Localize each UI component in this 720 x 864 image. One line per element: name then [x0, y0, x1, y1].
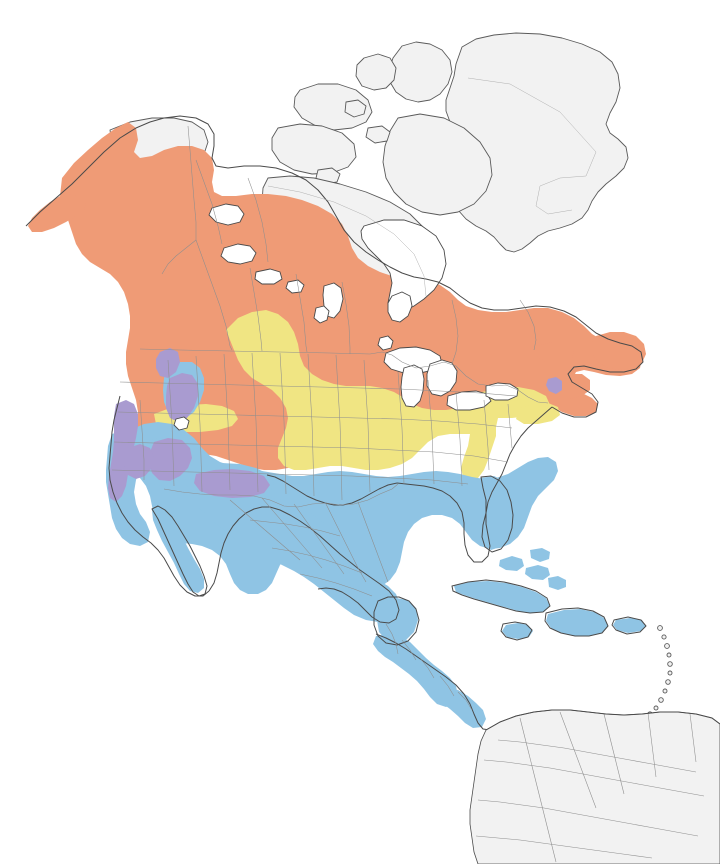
- gulf-coast: [266, 474, 398, 506]
- nonbreeding-range-layer: [106, 362, 646, 728]
- alaska-canada-border: [187, 125, 197, 240]
- south-america-layer: [469, 709, 720, 864]
- migration-range-mid-atlantic: [516, 403, 560, 424]
- lake-manitoba: [313, 305, 330, 324]
- water-bodies-layer: [173, 203, 519, 431]
- nunavut-boundary: [267, 185, 427, 297]
- nonbreeding-range-yucatan: [377, 598, 418, 643]
- year-round-nova-scotia: [546, 377, 562, 394]
- arctic-islands-west: [293, 83, 373, 131]
- breeding-range-gaspe: [536, 342, 574, 362]
- south-america-landmass: [469, 709, 720, 864]
- arctic-island-small-1: [344, 99, 367, 118]
- axel-heiberg-island: [355, 53, 397, 91]
- nonbreeding-range-hispaniola: [546, 609, 608, 636]
- south-america-north-coast: [485, 709, 720, 731]
- lake-reindeer: [285, 279, 305, 294]
- province-border-qc-nl: [519, 299, 537, 351]
- province-border-bc-ab: [195, 239, 233, 351]
- breeding-range-alaska-peninsula: [28, 194, 86, 232]
- coastlines-and-borders: [25, 115, 673, 731]
- victoria-island: [271, 123, 357, 175]
- breeding-range-newfoundland: [591, 332, 646, 370]
- lake-winnipeg: [322, 282, 344, 319]
- migration-range-central: [226, 310, 498, 470]
- baffin-island: [382, 113, 493, 216]
- arctic-island-small-2: [365, 125, 391, 144]
- nonbreeding-range-mexico: [190, 494, 400, 622]
- florida-outline: [480, 475, 514, 553]
- baja-peninsula-outline: [151, 505, 208, 597]
- lake-nipigon: [377, 335, 394, 351]
- year-round-west-texas: [194, 469, 270, 498]
- nonbreeding-range-puerto-rico: [613, 618, 646, 633]
- caribbean-island-outlines: [451, 579, 647, 641]
- yucatan-outline: [373, 596, 420, 646]
- south-america-country-borders: [475, 711, 705, 863]
- nonbreeding-range-central-america: [373, 634, 458, 707]
- nonbreeding-range-bahamas-3: [548, 576, 566, 590]
- central-america-coastline: [269, 506, 400, 624]
- great-bear-lake: [208, 203, 245, 226]
- migration-range-appalachian-corridor: [461, 410, 496, 481]
- greenland-internal-border-2: [535, 185, 573, 215]
- nonbreeding-range-florida: [480, 476, 514, 550]
- territory-border-yt-nwt: [195, 159, 223, 245]
- province-border-ab-sk: [249, 267, 263, 352]
- lake-athabasca: [254, 268, 283, 285]
- lake-michigan: [400, 364, 425, 408]
- us-mexico-border: [163, 483, 399, 508]
- us-canada-border-east: [369, 351, 549, 404]
- us-canada-border: [139, 348, 371, 355]
- nonbreeding-range-bahamas-4: [530, 548, 550, 562]
- province-border-on-qc: [451, 299, 459, 365]
- pacific-coast-usa: [108, 395, 210, 597]
- nonbreeding-range-panama: [434, 688, 486, 728]
- mexico-state-borders: [229, 497, 389, 597]
- isthmus-coastline: [375, 633, 491, 731]
- us-state-borders-vertical: [139, 352, 513, 501]
- us-state-borders-horizontal: [111, 381, 517, 485]
- province-border-sk-mb: [295, 273, 308, 353]
- nonbreeding-range-baja: [152, 508, 204, 593]
- central-america-borders: [385, 623, 473, 711]
- lake-erie: [446, 390, 492, 411]
- territory-border-nwt-nu: [247, 177, 269, 263]
- province-border-mb-on: [341, 281, 351, 354]
- north-america-coastline: [25, 115, 644, 418]
- mexico-west-coast: [208, 506, 270, 592]
- year-round-idaho: [166, 373, 198, 422]
- nonbreeding-range-bahamas-2: [525, 565, 550, 580]
- greenland-internal-border: [467, 77, 597, 187]
- great-salt-lake: [173, 416, 190, 431]
- alaska-border-south: [161, 239, 197, 275]
- year-round-pacific-coast: [108, 400, 138, 502]
- great-slave-lake: [220, 243, 257, 265]
- james-bay: [387, 291, 413, 323]
- lake-huron: [426, 359, 458, 397]
- east-coast-usa: [396, 406, 553, 563]
- nonbreeding-range-cuba: [454, 581, 550, 613]
- nonbreeding-range-jamaica: [502, 623, 533, 639]
- nonbreeding-range-bahamas-1: [499, 556, 524, 571]
- year-round-great-basin: [149, 438, 192, 481]
